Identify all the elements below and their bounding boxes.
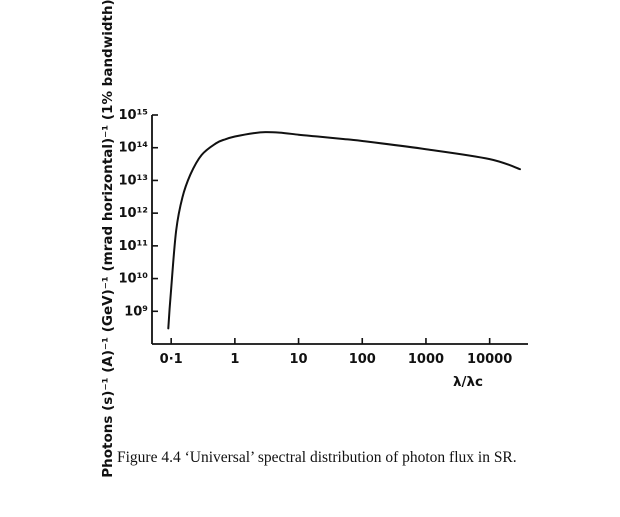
x-axis-label: λ/λc: [453, 374, 483, 390]
x-axis-ticks: 0·1 1 10 100 1000 10000: [160, 338, 512, 367]
x-tick-label: 1: [230, 352, 239, 367]
y-tick-label: 10¹⁴: [119, 141, 149, 156]
x-tick-label: 100: [349, 352, 376, 367]
y-axis-label: Photons (s)⁻¹ (A)⁻¹ (GeV)⁻¹ (mrad horizo…: [100, 0, 116, 478]
y-tick-label: 10¹¹: [119, 239, 148, 254]
x-tick-label: 10: [290, 352, 308, 367]
y-tick-label: 10¹³: [119, 173, 148, 188]
x-tick-label: 0·1: [160, 352, 183, 367]
series-line: [167, 131, 521, 330]
y-tick-label: 10⁹: [124, 304, 148, 319]
axes: [151, 115, 528, 345]
series: [167, 131, 521, 330]
x-tick-label: 1000: [408, 352, 444, 367]
x-tick-label: 10000: [467, 352, 512, 367]
y-axis-ticks: 10⁹ 10¹⁰ 10¹¹ 10¹² 10¹³ 10¹⁴ 10¹⁵: [119, 108, 158, 319]
figure-caption: Figure 4.4 ‘Universal’ spectral distribu…: [117, 449, 517, 466]
y-tick-label: 10¹⁰: [119, 272, 149, 287]
y-tick-label: 10¹²: [119, 206, 148, 221]
y-tick-label: 10¹⁵: [119, 108, 148, 123]
